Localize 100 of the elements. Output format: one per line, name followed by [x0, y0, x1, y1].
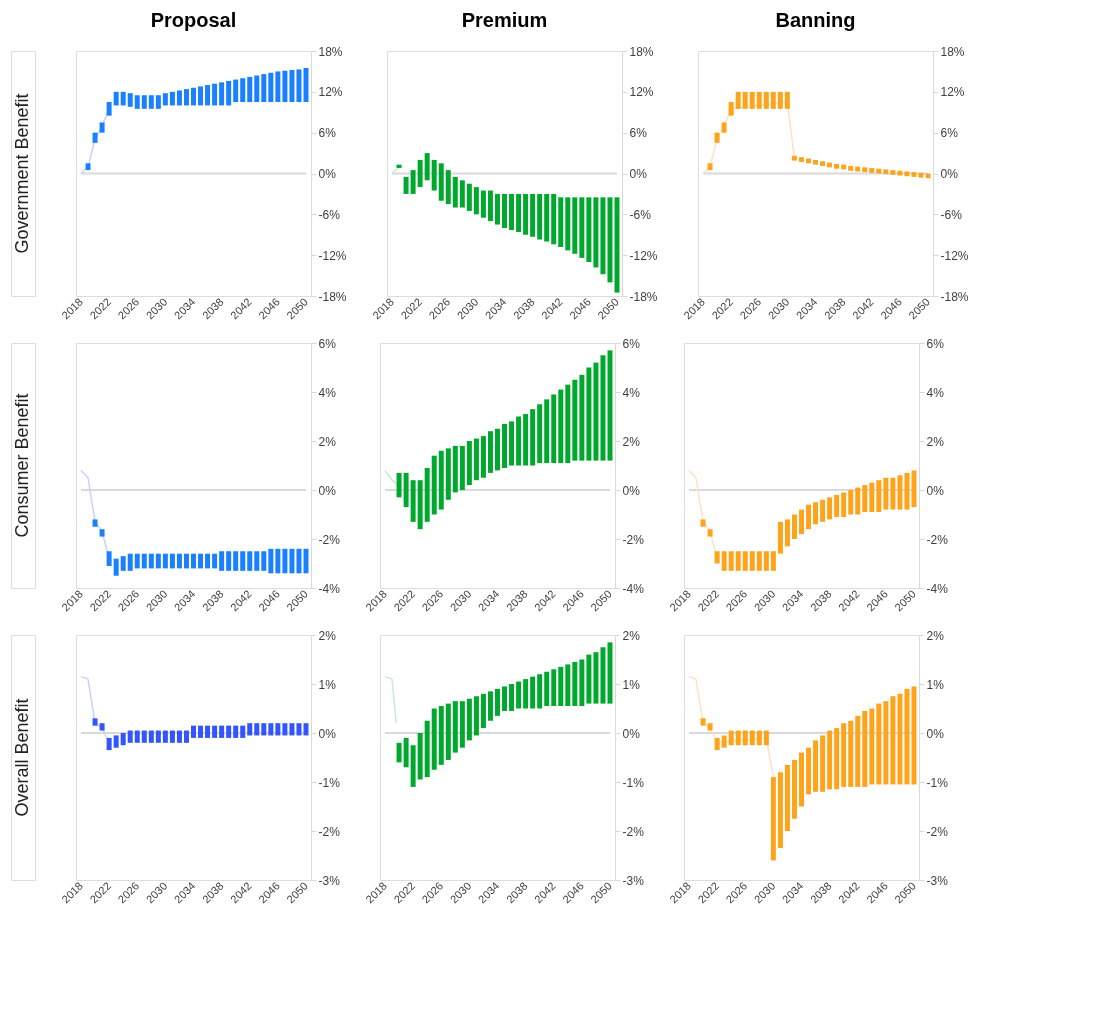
y-tick-label: 0%: [629, 167, 648, 181]
y-tick-label: -18%: [940, 289, 969, 304]
bar: [876, 703, 882, 785]
bar: [127, 553, 133, 571]
bar: [502, 423, 508, 468]
bar: [579, 197, 585, 258]
bar: [756, 91, 762, 109]
bar: [275, 71, 281, 103]
bar: [233, 725, 239, 738]
bar: [296, 69, 302, 103]
bar: [261, 723, 267, 736]
bar: [749, 551, 755, 571]
bar: [586, 197, 592, 262]
y-tick-label: -2%: [926, 824, 949, 839]
bar: [106, 102, 112, 116]
bar: [438, 163, 444, 201]
bar: [212, 553, 218, 569]
bar: [495, 688, 500, 716]
y-tick-label: 4%: [318, 385, 337, 400]
bar: [452, 445, 458, 493]
bar: [466, 183, 472, 211]
chart-title: Proposal: [150, 9, 237, 31]
bar: [813, 740, 819, 792]
bar: [820, 499, 826, 522]
bar: [431, 708, 437, 770]
bar: [289, 548, 295, 574]
bar: [141, 95, 147, 109]
bar: [247, 76, 253, 103]
bar: [516, 416, 522, 466]
bar: [268, 72, 274, 103]
bar: [869, 708, 875, 785]
bar: [403, 737, 409, 768]
bar: [99, 529, 105, 537]
bar: [869, 168, 875, 173]
bar: [169, 730, 175, 743]
bar: [890, 170, 896, 175]
bar: [240, 551, 246, 571]
bar: [205, 553, 211, 569]
bar: [721, 122, 727, 133]
bar: [459, 445, 465, 490]
bar: [890, 696, 896, 785]
bar: [600, 647, 606, 704]
bar: [191, 553, 196, 569]
bar: [813, 159, 818, 165]
bar: [869, 482, 875, 513]
bar: [254, 551, 260, 571]
bar: [282, 723, 288, 736]
y-axis-title: Government Benefit: [12, 93, 32, 254]
y-tick-label: 1%: [926, 677, 945, 692]
bar: [198, 725, 204, 738]
y-tick-label: 0%: [622, 483, 641, 498]
y-tick-label: 0%: [318, 483, 337, 498]
y-tick-label: -12%: [629, 248, 658, 263]
bar: [904, 171, 910, 177]
bar: [827, 730, 833, 790]
bar: [707, 529, 713, 537]
bar: [607, 642, 613, 704]
bar: [247, 551, 253, 571]
bar: [183, 89, 189, 106]
bar: [742, 551, 748, 571]
bar: [141, 553, 147, 569]
bar: [219, 725, 225, 738]
y-tick-label: -6%: [940, 207, 963, 222]
y-tick-label: -4%: [318, 581, 341, 596]
bar: [707, 163, 713, 171]
bar: [735, 91, 741, 109]
bar: [480, 190, 486, 218]
bar: [509, 193, 515, 230]
y-tick-label: 18%: [318, 44, 343, 59]
bar: [205, 725, 211, 738]
y-tick-label: 0%: [940, 167, 959, 181]
y-tick-label: -3%: [622, 873, 645, 888]
bar: [169, 553, 175, 569]
bar: [565, 197, 571, 251]
chart-title: Premium: [461, 9, 548, 31]
bar: [289, 70, 295, 103]
bar: [445, 170, 451, 205]
bar: [487, 190, 493, 222]
bar: [120, 556, 126, 571]
bar: [911, 172, 917, 177]
bar: [565, 664, 571, 707]
bar: [806, 747, 812, 795]
bar: [155, 730, 161, 743]
line-series: [688, 675, 775, 778]
y-tick-label: 6%: [926, 336, 945, 351]
bar: [862, 710, 868, 787]
bar: [614, 197, 620, 293]
bar: [396, 472, 402, 498]
bar: [254, 723, 260, 736]
bar: [551, 394, 557, 464]
y-tick-label: 18%: [940, 44, 965, 59]
bar: [876, 168, 882, 174]
bar: [417, 480, 423, 530]
y-tick-label: -6%: [318, 207, 341, 222]
bar: [848, 720, 854, 787]
bar: [763, 730, 769, 746]
y-tick-label: 12%: [629, 85, 654, 100]
bar: [700, 718, 706, 726]
bar: [742, 91, 748, 109]
bar: [85, 163, 91, 171]
